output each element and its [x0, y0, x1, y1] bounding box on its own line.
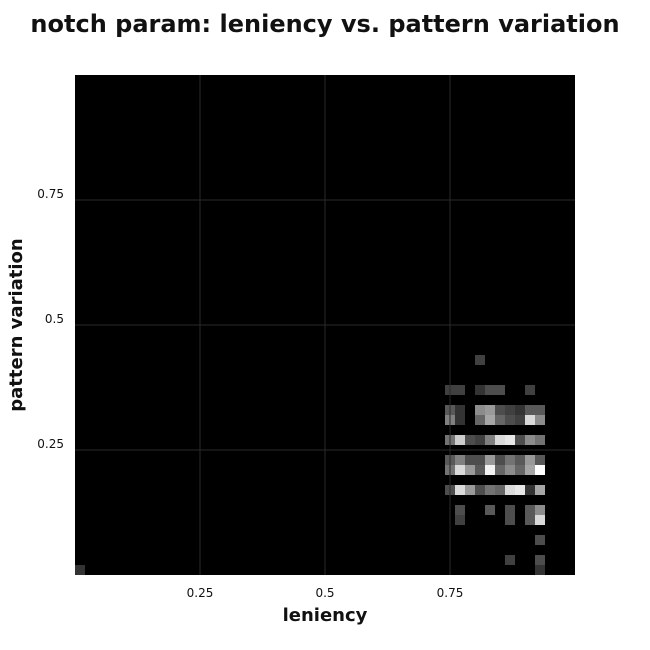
heatmap-cell	[525, 415, 535, 425]
heatmap-cell	[495, 455, 505, 465]
heatmap-cell	[485, 415, 495, 425]
heatmap-cell	[455, 505, 465, 515]
heatmap-cell	[455, 515, 465, 525]
heatmap-cell	[505, 505, 515, 515]
heatmap-cell	[485, 505, 495, 515]
heatmap-cell	[525, 405, 535, 415]
heatmap-cell	[465, 465, 475, 475]
chart-title: notch param: leniency vs. pattern variat…	[30, 10, 620, 38]
heatmap-cell	[525, 485, 535, 495]
heatmap-cell	[515, 485, 525, 495]
heatmap-cell	[525, 385, 535, 395]
x-axis-ticks: 0.25 0.5 0.75	[187, 586, 464, 600]
x-tick-label: 0.25	[187, 586, 214, 600]
heatmap-cell	[535, 535, 545, 545]
heatmap-cell	[475, 485, 485, 495]
heatmap-cell	[535, 465, 545, 475]
heatmap-cell	[525, 505, 535, 515]
heatmap-cell	[485, 455, 495, 465]
heatmap-cell	[535, 415, 545, 425]
heatmap-cell	[485, 405, 495, 415]
y-axis-label: pattern variation	[6, 238, 27, 411]
y-tick-label: 0.75	[37, 187, 64, 201]
heatmap-cell	[465, 435, 475, 445]
heatmap-cell	[505, 415, 515, 425]
heatmap-cell	[475, 455, 485, 465]
heatmap-cell	[535, 565, 545, 575]
grid-lines	[75, 75, 575, 575]
heatmap-cell	[515, 415, 525, 425]
heatmap-cell	[455, 405, 465, 415]
heatmap-cell	[505, 515, 515, 525]
heatmap-cell	[475, 465, 485, 475]
heatmap-cell	[455, 435, 465, 445]
heatmap-cell	[515, 405, 525, 415]
x-tick-label: 0.5	[315, 586, 334, 600]
heatmap-cell	[505, 555, 515, 565]
heatmap-cell	[455, 385, 465, 395]
heatmap-cell	[505, 405, 515, 415]
heatmap-cell	[505, 435, 515, 445]
heatmap-cell	[465, 485, 475, 495]
heatmap-cell	[485, 385, 495, 395]
heatmap-cells	[75, 355, 545, 575]
heatmap-cell	[495, 465, 505, 475]
heatmap-cell	[535, 505, 545, 515]
heatmap-cell	[505, 455, 515, 465]
heatmap-cell	[465, 455, 475, 465]
heatmap-cell	[525, 515, 535, 525]
heatmap-cell	[525, 465, 535, 475]
heatmap-cell	[455, 415, 465, 425]
heatmap-cell	[475, 355, 485, 365]
heatmap-cell	[475, 435, 485, 445]
heatmap-cell	[75, 565, 85, 575]
heatmap-cell	[485, 435, 495, 445]
heatmap-cell	[475, 385, 485, 395]
heatmap-cell	[525, 435, 535, 445]
heatmap-cell	[535, 515, 545, 525]
heatmap-cell	[495, 415, 505, 425]
heatmap-cell	[475, 405, 485, 415]
y-axis-ticks: 0.25 0.5 0.75	[37, 187, 64, 451]
x-axis-label: leniency	[283, 605, 368, 626]
heatmap-cell	[535, 405, 545, 415]
heatmap-cell	[515, 435, 525, 445]
heatmap-cell	[535, 555, 545, 565]
heatmap-cell	[505, 485, 515, 495]
heatmap-cell	[455, 455, 465, 465]
y-tick-label: 0.5	[45, 312, 64, 326]
heatmap-cell	[515, 465, 525, 475]
heatmap-cell	[525, 455, 535, 465]
heatmap-cell	[535, 455, 545, 465]
heatmap-cell	[535, 435, 545, 445]
heatmap-cell	[495, 485, 505, 495]
heatmap-cell	[475, 415, 485, 425]
heatmap-cell	[515, 455, 525, 465]
y-tick-label: 0.25	[37, 437, 64, 451]
heatmap-cell	[485, 465, 495, 475]
x-tick-label: 0.75	[437, 586, 464, 600]
heatmap-cell	[505, 465, 515, 475]
heatmap-cell	[495, 435, 505, 445]
heatmap-cell	[455, 465, 465, 475]
heatmap-cell	[455, 485, 465, 495]
heatmap-cell	[535, 485, 545, 495]
heatmap-cell	[485, 485, 495, 495]
heatmap-cell	[495, 385, 505, 395]
heatmap-cell	[495, 405, 505, 415]
